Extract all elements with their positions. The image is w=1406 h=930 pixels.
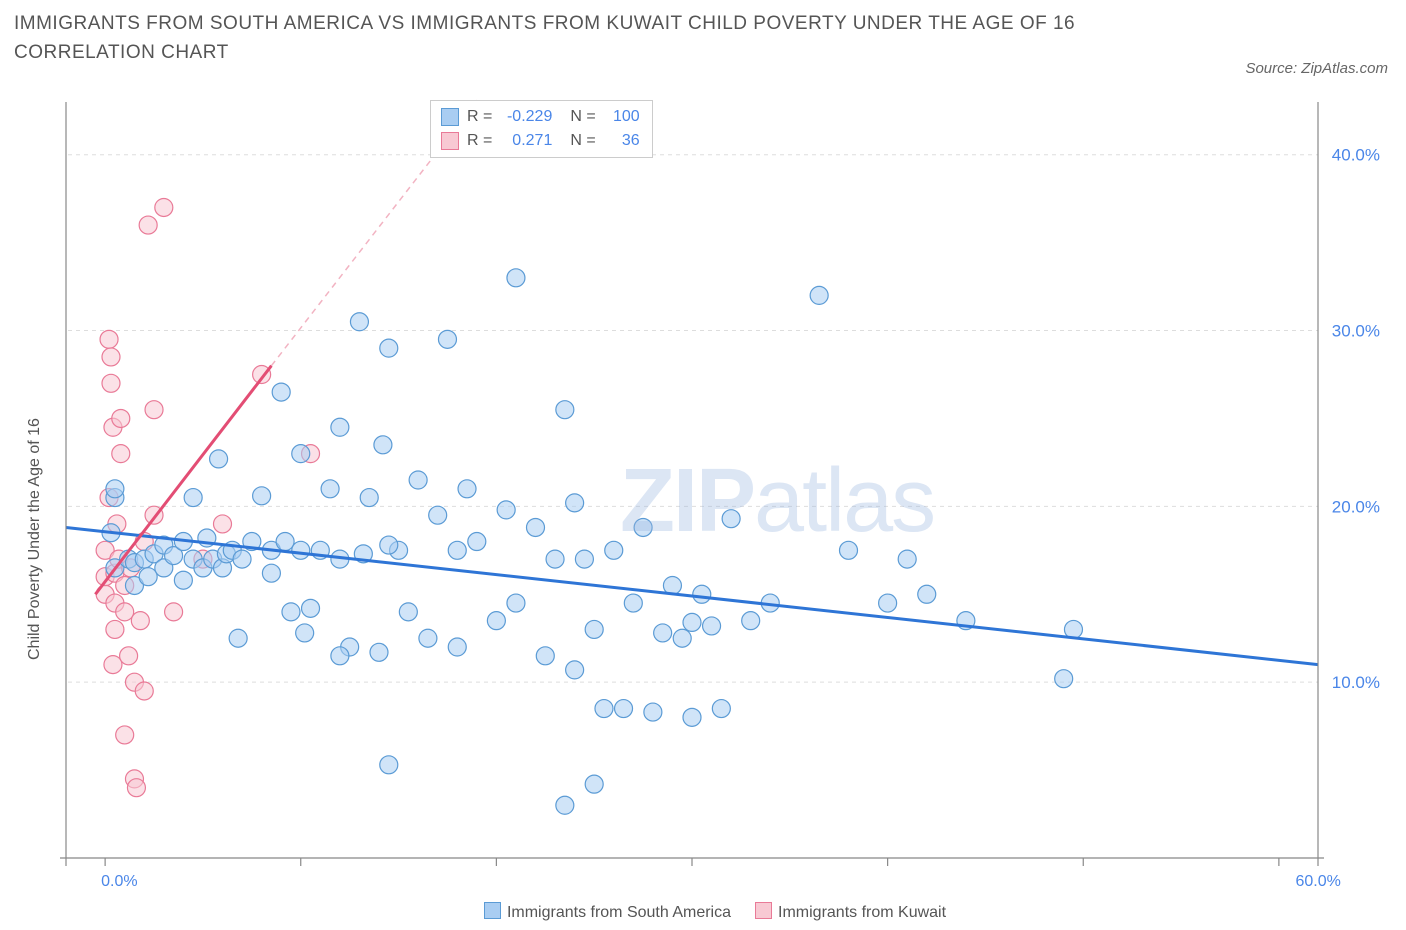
svg-text:40.0%: 40.0%: [1332, 146, 1380, 165]
scatter-plot: 10.0% 20.0% 30.0% 40.0% 0.0% 60.0%: [48, 98, 1388, 888]
correlation-legend: R = -0.229 N = 100 R = 0.271 N = 36: [430, 100, 653, 158]
svg-text:0.0%: 0.0%: [101, 873, 137, 888]
legend-swatch: [484, 902, 501, 919]
legend-r-label: R =: [467, 105, 492, 129]
legend-r-value: 0.271: [500, 129, 552, 153]
svg-text:60.0%: 60.0%: [1296, 873, 1341, 888]
svg-text:20.0%: 20.0%: [1332, 497, 1380, 516]
legend-row: R = 0.271 N = 36: [441, 129, 640, 153]
legend-r-label: R =: [467, 129, 492, 153]
legend-swatch: [441, 108, 459, 126]
legend-swatch: [755, 902, 772, 919]
y-axis-label: Child Poverty Under the Age of 16: [26, 418, 44, 660]
chart-title: IMMIGRANTS FROM SOUTH AMERICA VS IMMIGRA…: [14, 10, 1114, 67]
source-attribution: Source: ZipAtlas.com: [1245, 60, 1388, 77]
legend-swatch: [441, 132, 459, 150]
legend-row: R = -0.229 N = 100: [441, 105, 640, 129]
legend-n-label: N =: [570, 105, 595, 129]
legend-n-label: N =: [570, 129, 595, 153]
legend-r-value: -0.229: [500, 105, 552, 129]
legend-series-label: Immigrants from Kuwait: [778, 904, 946, 921]
legend-series-label: Immigrants from South America: [507, 904, 731, 921]
chart-area: 10.0% 20.0% 30.0% 40.0% 0.0% 60.0%: [48, 98, 1388, 888]
svg-text:30.0%: 30.0%: [1332, 322, 1380, 341]
legend-n-value: 36: [604, 129, 640, 153]
series-legend: Immigrants from South America Immigrants …: [0, 902, 1406, 922]
legend-n-value: 100: [604, 105, 640, 129]
svg-text:10.0%: 10.0%: [1332, 673, 1380, 692]
